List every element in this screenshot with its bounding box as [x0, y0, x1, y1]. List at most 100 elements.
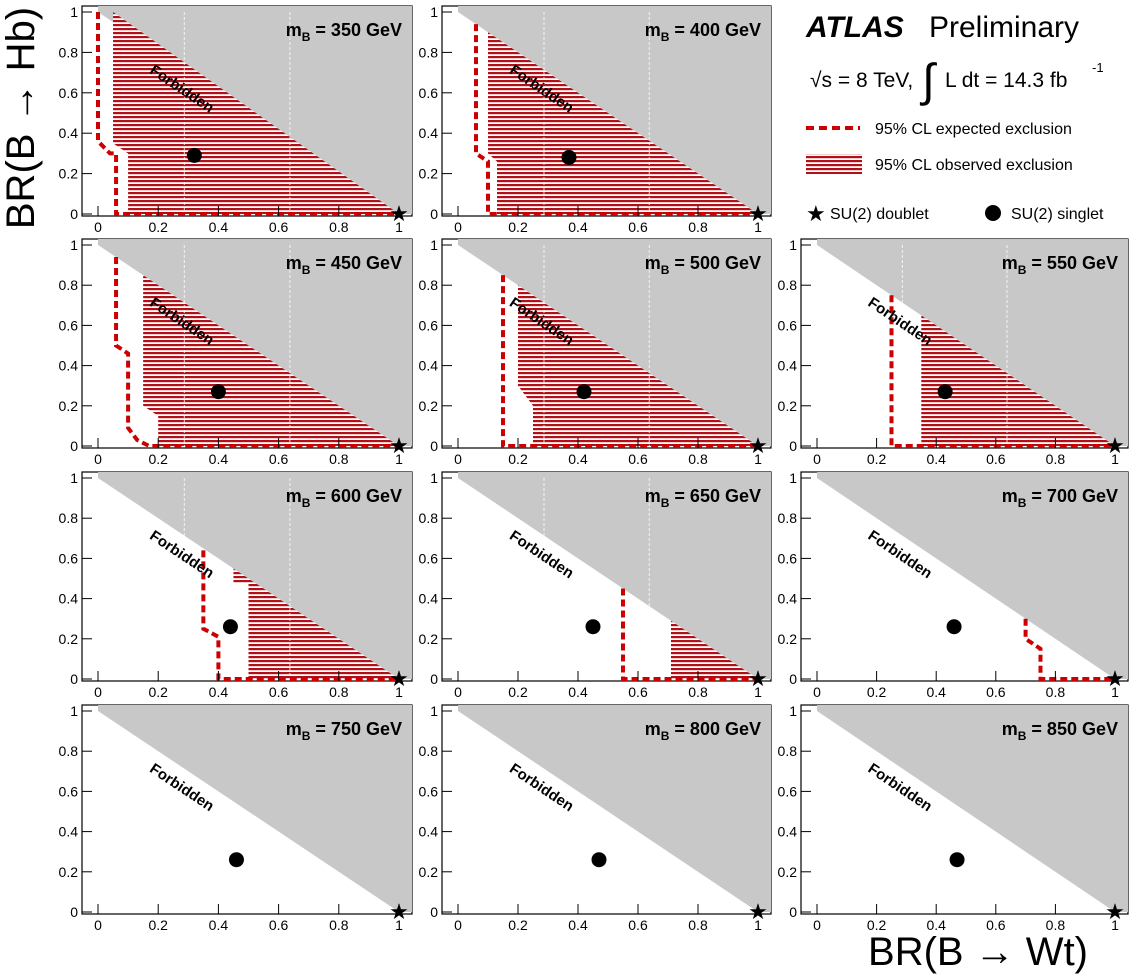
y-tick-label: 0.4 — [419, 125, 439, 141]
y-tick-label: 0.2 — [778, 398, 798, 414]
forbidden-region — [98, 239, 412, 446]
x-tick-label: 0 — [94, 451, 102, 467]
singlet-point — [591, 852, 607, 868]
y-tick-label: 1 — [430, 4, 438, 20]
x-tick-label: 1 — [1111, 451, 1119, 467]
y-tick-label: 0.2 — [59, 166, 79, 182]
x-tick-label: 0.4 — [926, 917, 946, 933]
y-tick-label: 0.6 — [59, 317, 79, 333]
y-tick-label: 0.8 — [59, 743, 79, 759]
observed-exclusion-region — [143, 275, 399, 446]
doublet-point: ★ — [1105, 899, 1125, 924]
x-tick-label: 0.6 — [628, 219, 648, 235]
forbidden-region — [458, 6, 771, 214]
mass-label: mB = 600 GeV — [286, 486, 402, 510]
preliminary-label: Preliminary — [929, 11, 1079, 44]
y-tick-label: 0.6 — [59, 550, 79, 566]
y-tick-label: 0.6 — [778, 317, 798, 333]
x-tick-label: 0.6 — [986, 684, 1006, 700]
legend-panel: ATLAS Preliminary √s = 8 TeV, ∫ L dt = 1… — [805, 11, 1104, 226]
lumi-label: L dt = 14.3 fb — [945, 69, 1067, 92]
y-tick-label: 0 — [70, 904, 78, 920]
x-tick-label: 0.8 — [1046, 451, 1066, 467]
y-tick-label: 0 — [430, 671, 438, 687]
singlet-point — [937, 384, 953, 400]
singlet-point — [561, 149, 577, 165]
x-tick-label: 0.8 — [688, 219, 708, 235]
y-tick-label: 0.2 — [419, 166, 439, 182]
y-tick-label: 0.2 — [59, 398, 79, 414]
y-tick-label: 0 — [430, 206, 438, 222]
x-tick-label: 0.4 — [568, 219, 588, 235]
y-tick-label: 0.8 — [59, 277, 79, 293]
x-tick-label: 0.8 — [1046, 684, 1066, 700]
x-tick-label: 1 — [1111, 917, 1119, 933]
integral-icon: ∫ — [919, 54, 937, 106]
x-tick-label: 0.8 — [1046, 917, 1066, 933]
y-tick-label: 1 — [70, 237, 78, 253]
expected-exclusion-contour — [889, 295, 1115, 448]
x-tick-label: 1 — [395, 219, 403, 235]
doublet-point: ★ — [1105, 433, 1125, 458]
singlet-point — [576, 384, 592, 400]
y-tick-label: 1 — [789, 470, 797, 486]
y-tick-label: 0.8 — [419, 44, 439, 60]
y-tick-label: 1 — [430, 470, 438, 486]
forbidden-region — [458, 239, 771, 446]
y-tick-label: 0.4 — [778, 591, 798, 607]
x-tick-label: 0 — [94, 219, 102, 235]
doublet-point: ★ — [389, 201, 409, 226]
x-tick-label: 0.4 — [209, 451, 229, 467]
y-tick-label: 0.6 — [778, 783, 798, 799]
x-tick-label: 0.8 — [329, 451, 349, 467]
x-tick-label: 0.4 — [209, 684, 229, 700]
y-tick-label: 1 — [70, 4, 78, 20]
expected-exclusion-contour — [501, 275, 758, 448]
observed-legend-label: 95% CL observed exclusion — [875, 157, 1073, 174]
doublet-point: ★ — [748, 899, 768, 924]
y-tick-label: 0.2 — [59, 864, 79, 880]
x-tick-label: 0.2 — [508, 917, 528, 933]
x-tick-label: 0.6 — [628, 451, 648, 467]
singlet-point — [585, 619, 601, 635]
x-tick-label: 0 — [813, 451, 821, 467]
x-tick-label: 0.6 — [986, 451, 1006, 467]
x-tick-label: 0.6 — [269, 219, 289, 235]
y-tick-label: 0.2 — [419, 398, 439, 414]
y-tick-label: 0.4 — [59, 591, 79, 607]
mass-label: mB = 800 GeV — [645, 719, 761, 743]
y-tick-label: 0.8 — [419, 277, 439, 293]
y-tick-label: 0 — [430, 904, 438, 920]
x-tick-label: 0.6 — [269, 451, 289, 467]
doublet-point: ★ — [748, 666, 768, 691]
y-tick-label: 0.4 — [59, 824, 79, 840]
x-tick-label: 0.6 — [628, 684, 648, 700]
y-tick-label: 0.6 — [419, 550, 439, 566]
x-tick-label: 0.2 — [508, 451, 528, 467]
x-tick-label: 0.8 — [688, 917, 708, 933]
singlet-point — [228, 852, 244, 868]
expected-exclusion-contour — [114, 257, 399, 448]
singlet-legend-label: SU(2) singlet — [1011, 206, 1104, 223]
doublet-point: ★ — [748, 201, 768, 226]
mass-label: mB = 650 GeV — [645, 486, 761, 510]
x-tick-label: 0.6 — [628, 917, 648, 933]
x-tick-label: 0.8 — [329, 917, 349, 933]
doublet-point: ★ — [1105, 666, 1125, 691]
y-tick-label: 0.6 — [419, 85, 439, 101]
x-tick-label: 0.2 — [867, 917, 887, 933]
star-icon: ★ — [806, 201, 826, 226]
doublet-point: ★ — [389, 899, 409, 924]
mass-label: mB = 500 GeV — [645, 253, 761, 277]
y-tick-label: 0.8 — [778, 277, 798, 293]
x-tick-label: 0 — [454, 917, 462, 933]
